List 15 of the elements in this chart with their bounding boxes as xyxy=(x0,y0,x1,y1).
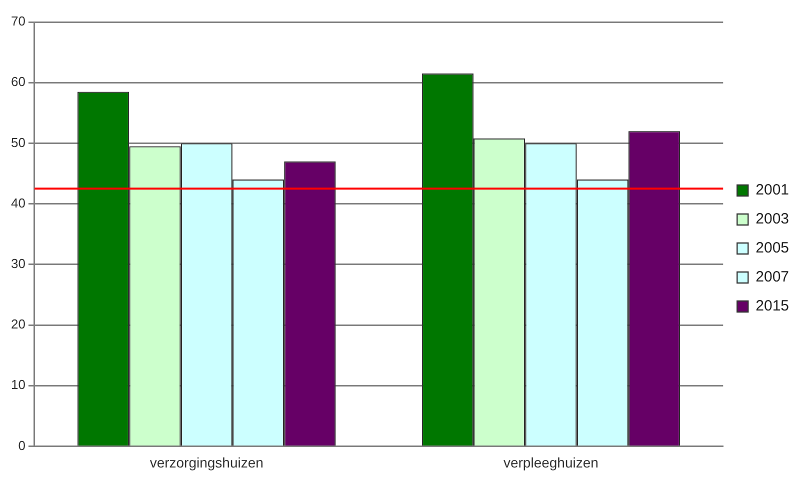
legend-label: 2001 xyxy=(756,182,790,199)
y-tick-label: 50 xyxy=(10,134,26,150)
legend-label: 2005 xyxy=(756,240,790,257)
y-tick-label: 70 xyxy=(10,14,26,29)
legend-label: 2003 xyxy=(756,210,790,228)
y-tick-label: 0 xyxy=(18,438,26,453)
y-tick-label: 10 xyxy=(10,377,26,392)
y-tick-label: 40 xyxy=(10,195,26,210)
y-tick-label: 60 xyxy=(10,74,26,90)
x-tick-label: verpleeghuizen xyxy=(503,454,598,470)
y-tick-label: 20 xyxy=(10,316,26,332)
legend-label: 2015 xyxy=(756,298,790,315)
y-tick-label: 30 xyxy=(10,256,26,271)
x-tick-label: verzorgingshuizen xyxy=(150,454,264,470)
legend-label: 2007 xyxy=(756,268,790,286)
